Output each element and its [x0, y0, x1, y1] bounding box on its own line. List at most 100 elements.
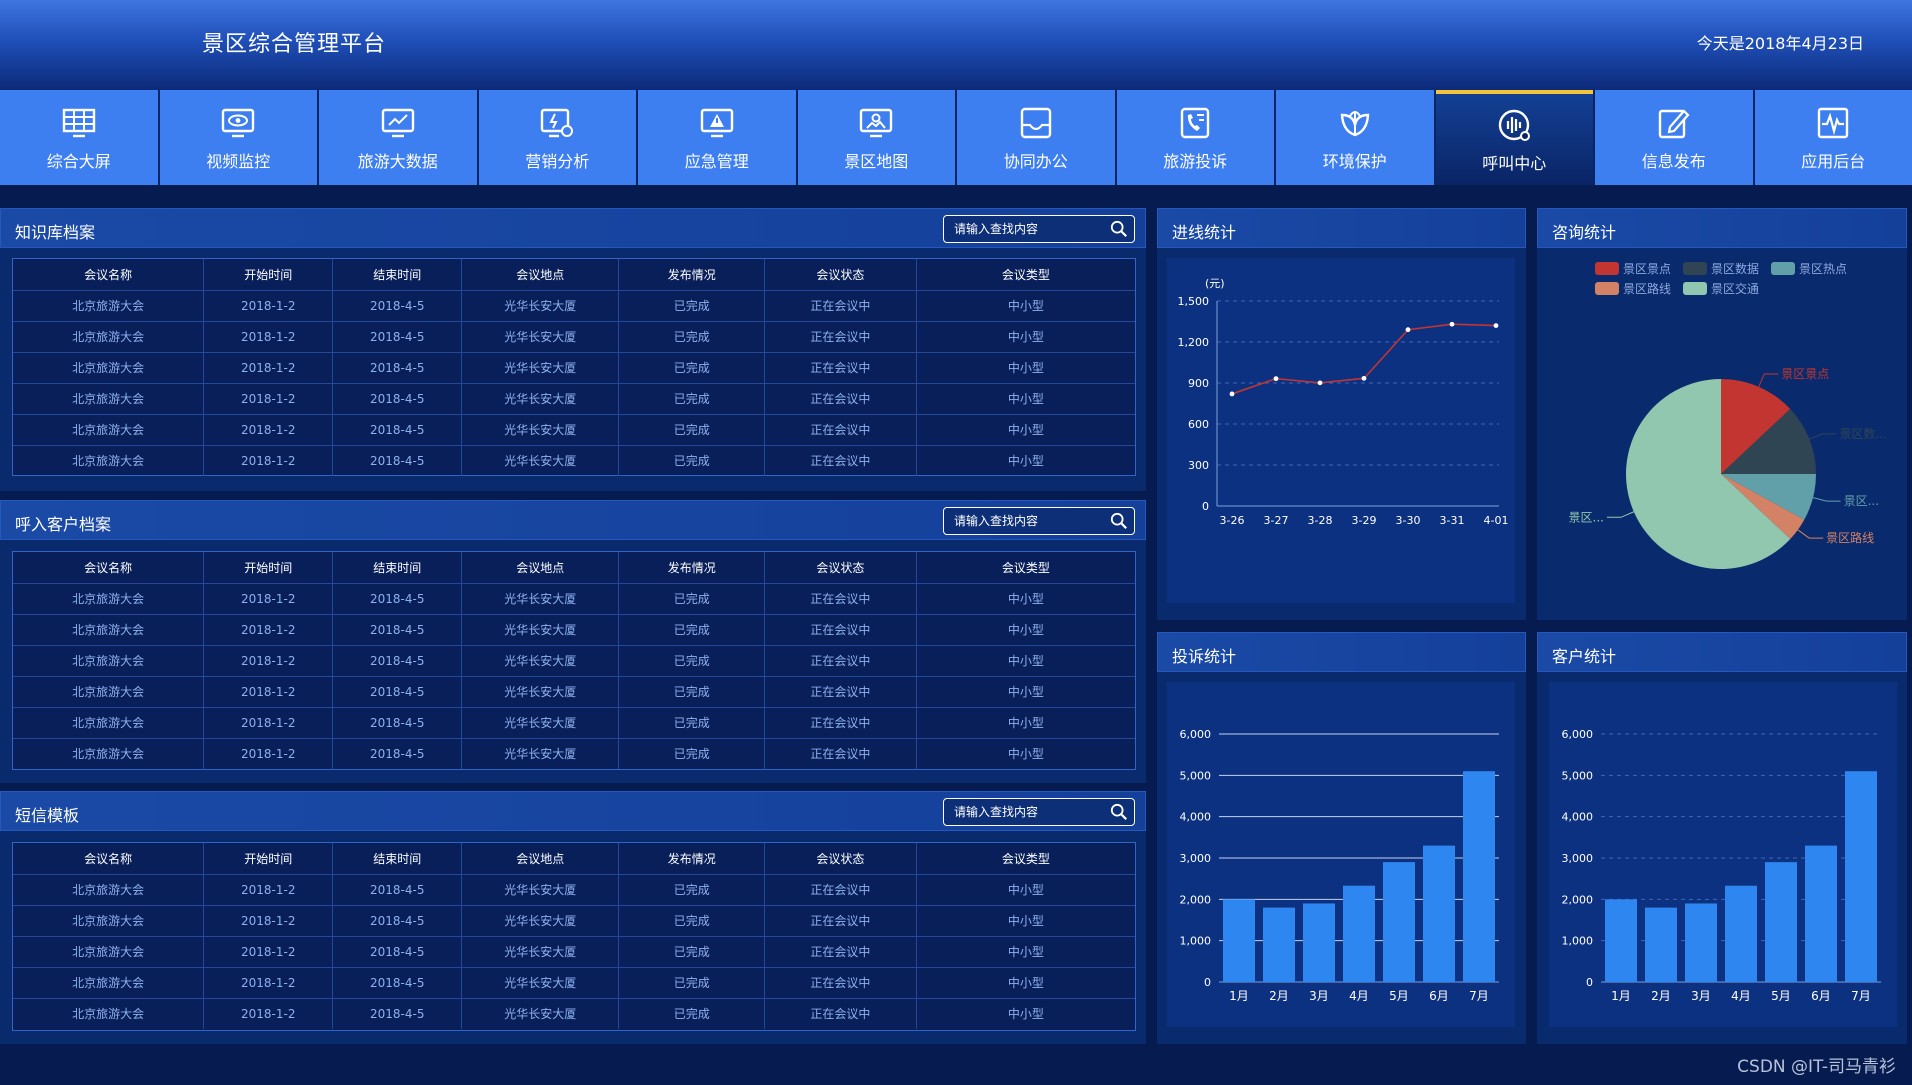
- table-row[interactable]: 北京旅游大会 2018-1-2 2018-4-5 光华长安大厦 已完成 正在会议中 中小型: [13, 413, 1135, 445]
- table-cell: 已完成: [618, 935, 765, 967]
- pie-label-line: [1812, 497, 1841, 502]
- table-row[interactable]: 北京旅游大会 2018-1-2 2018-4-5 光华长安大厦 已完成 正在会议中 中小型: [13, 904, 1135, 936]
- bar[interactable]: [1223, 899, 1255, 982]
- line-point[interactable]: [1405, 327, 1411, 333]
- pie-slice[interactable]: [1721, 474, 1805, 540]
- search-icon[interactable]: [1110, 220, 1128, 238]
- bar[interactable]: [1645, 907, 1677, 982]
- column-header: 开始时间: [203, 259, 333, 290]
- bar[interactable]: [1845, 771, 1877, 982]
- bar[interactable]: [1303, 903, 1335, 982]
- table-cell: 2018-1-2: [203, 351, 333, 383]
- x-tick-label: 3-26: [1220, 514, 1245, 527]
- table-row[interactable]: 北京旅游大会 2018-1-2 2018-4-5 光华长安大厦 已完成 正在会议中 中小型: [13, 382, 1135, 414]
- table-row[interactable]: 北京旅游大会 2018-1-2 2018-4-5 光华长安大厦 已完成 正在会议中 中小型: [13, 320, 1135, 352]
- bar[interactable]: [1765, 862, 1797, 982]
- table-cell: 2018-4-5: [332, 706, 462, 738]
- customers-search-input[interactable]: [944, 508, 1104, 534]
- bar[interactable]: [1383, 862, 1415, 982]
- line-point[interactable]: [1361, 375, 1367, 381]
- nav-item-8[interactable]: 旅游投诉: [1116, 90, 1274, 185]
- y-tick-label: 300: [1188, 459, 1209, 472]
- y-tick-label: 4,000: [1180, 811, 1212, 824]
- y-tick-label: 3,000: [1562, 852, 1594, 865]
- line-point[interactable]: [1273, 376, 1279, 382]
- table-cell: 2018-1-2: [203, 289, 333, 321]
- table-cell: 中小型: [915, 706, 1135, 738]
- table-cell: 正在会议中: [764, 997, 917, 1029]
- table-row[interactable]: 北京旅游大会 2018-1-2 2018-4-5 光华长安大厦 已完成 正在会议中 中小型: [13, 737, 1135, 769]
- analysis-icon: [538, 104, 576, 142]
- table-cell: 中小型: [915, 582, 1135, 614]
- nav-item-7[interactable]: 协同办公: [957, 90, 1115, 185]
- line-point[interactable]: [1317, 380, 1323, 386]
- nav-item-12[interactable]: 应用后台: [1754, 90, 1912, 185]
- y-tick-label: 1,500: [1178, 295, 1210, 308]
- table-row[interactable]: 北京旅游大会 2018-1-2 2018-4-5 光华长安大厦 已完成 正在会议中 中小型: [13, 997, 1135, 1029]
- nav-item-11[interactable]: 信息发布: [1595, 90, 1753, 185]
- legend-label[interactable]: 景区景点: [1623, 262, 1671, 276]
- line-point[interactable]: [1229, 391, 1235, 397]
- search-icon[interactable]: [1110, 512, 1128, 530]
- line-chart-header: 进线统计: [1157, 208, 1526, 248]
- y-tick-label: 1,000: [1562, 935, 1594, 948]
- legend-label[interactable]: 景区数据: [1711, 261, 1759, 276]
- table-row[interactable]: 北京旅游大会 2018-1-2 2018-4-5 光华长安大厦 已完成 正在会议中 中小型: [13, 613, 1135, 645]
- table-cell: 正在会议中: [764, 706, 917, 738]
- bar[interactable]: [1343, 885, 1375, 982]
- table-row[interactable]: 北京旅游大会 2018-1-2 2018-4-5 光华长安大厦 已完成 正在会议中 中小型: [13, 873, 1135, 905]
- table-cell: 中小型: [915, 413, 1135, 445]
- table-row[interactable]: 北京旅游大会 2018-1-2 2018-4-5 光华长安大厦 已完成 正在会议中 中小型: [13, 582, 1135, 614]
- table-row[interactable]: 北京旅游大会 2018-1-2 2018-4-5 光华长安大厦 已完成 正在会议中 中小型: [13, 935, 1135, 967]
- customers-panel-header: 呼入客户档案: [0, 500, 1146, 540]
- nav-item-5[interactable]: 应急管理: [638, 90, 796, 185]
- legend-label[interactable]: 景区热点: [1799, 262, 1847, 276]
- table-row[interactable]: 北京旅游大会 2018-1-2 2018-4-5 光华长安大厦 已完成 正在会议中 中小型: [13, 644, 1135, 676]
- nav-item-10[interactable]: 呼叫中心: [1435, 90, 1593, 185]
- bar[interactable]: [1263, 907, 1295, 982]
- table-row[interactable]: 北京旅游大会 2018-1-2 2018-4-5 光华长安大厦 已完成 正在会议中 中小型: [13, 966, 1135, 998]
- table-row[interactable]: 北京旅游大会 2018-1-2 2018-4-5 光华长安大厦 已完成 正在会议中 中小型: [13, 351, 1135, 383]
- bar[interactable]: [1463, 771, 1495, 982]
- nav-item-1[interactable]: 综合大屏: [0, 90, 158, 185]
- bar[interactable]: [1423, 845, 1455, 982]
- bar[interactable]: [1805, 845, 1837, 982]
- pie-slice[interactable]: [1626, 379, 1791, 569]
- table-row[interactable]: 北京旅游大会 2018-1-2 2018-4-5 光华长安大厦 已完成 正在会议中 中小型: [13, 289, 1135, 321]
- nav-item-4[interactable]: 营销分析: [478, 90, 636, 185]
- line-point[interactable]: [1493, 323, 1499, 328]
- table-cell: 中小型: [915, 904, 1135, 936]
- sms-search-input[interactable]: [944, 799, 1104, 825]
- pie-chart-title: 咨询统计: [1552, 223, 1617, 242]
- legend-label[interactable]: 景区交通: [1711, 281, 1759, 296]
- table-cell: 光华长安大厦: [461, 582, 619, 614]
- table-cell: 2018-4-5: [332, 904, 462, 936]
- table-cell: 2018-1-2: [203, 966, 333, 998]
- legend-label[interactable]: 景区路线: [1623, 281, 1671, 296]
- pie-slice[interactable]: [1721, 408, 1816, 474]
- knowledge-search-input[interactable]: [944, 216, 1104, 242]
- knowledge-panel-title: 知识库档案: [15, 223, 96, 242]
- nav-item-2[interactable]: 视频监控: [159, 90, 317, 185]
- nav-item-9[interactable]: 环境保护: [1276, 90, 1434, 185]
- bar[interactable]: [1685, 903, 1717, 982]
- line-point[interactable]: [1449, 321, 1455, 327]
- bar[interactable]: [1725, 885, 1757, 982]
- y-tick-label: 5,000: [1180, 769, 1212, 782]
- customer-chart-title: 客户统计: [1552, 647, 1617, 666]
- nav-item-label: 信息发布: [1641, 151, 1706, 171]
- table-row[interactable]: 北京旅游大会 2018-1-2 2018-4-5 光华长安大厦 已完成 正在会议中 中小型: [13, 706, 1135, 738]
- table-row[interactable]: 北京旅游大会 2018-1-2 2018-4-5 光华长安大厦 已完成 正在会议中 中小型: [13, 675, 1135, 707]
- table-cell: 正在会议中: [764, 904, 917, 936]
- pie-chart-header: 咨询统计: [1537, 208, 1907, 248]
- y-tick-label: 1,200: [1178, 336, 1210, 349]
- bar[interactable]: [1605, 899, 1637, 982]
- table-cell: 已完成: [618, 873, 765, 905]
- nav-item-3[interactable]: 旅游大数据: [319, 90, 477, 185]
- nav-item-6[interactable]: 景区地图: [797, 90, 955, 185]
- pie-slice[interactable]: [1721, 379, 1791, 474]
- search-icon[interactable]: [1110, 803, 1128, 821]
- table-cell: 中小型: [915, 351, 1135, 383]
- pie-slice[interactable]: [1721, 474, 1816, 520]
- table-row[interactable]: 北京旅游大会 2018-1-2 2018-4-5 光华长安大厦 已完成 正在会议中 中小型: [13, 444, 1135, 476]
